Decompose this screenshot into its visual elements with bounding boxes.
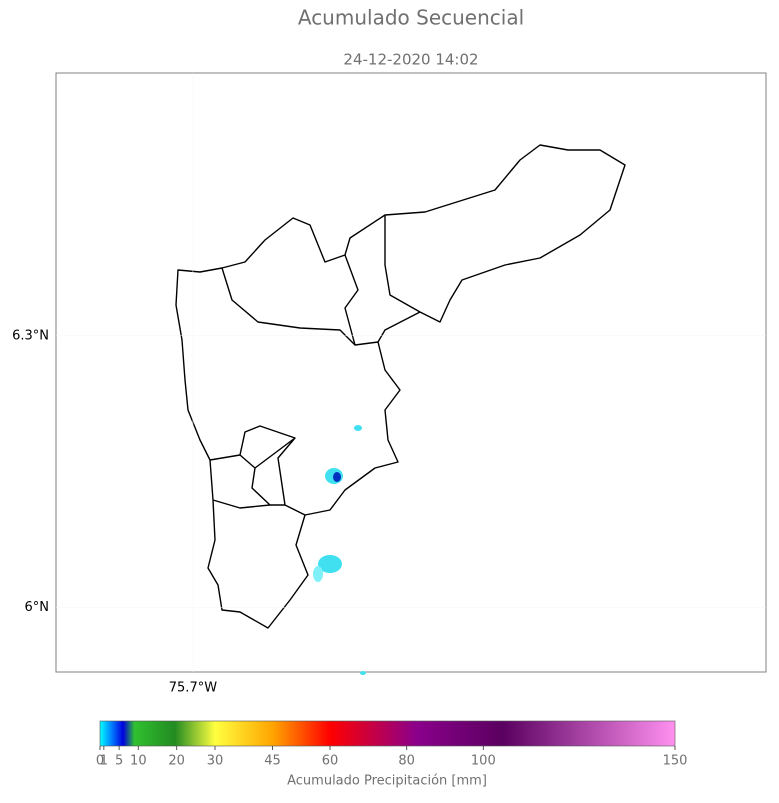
boundary [209, 425, 306, 516]
lon-tick-label: 75.7°W [169, 681, 217, 696]
colorbar-tick-label: 80 [398, 754, 415, 769]
lat-tick-label: 6.3°N [12, 328, 49, 343]
colorbar [99, 720, 676, 747]
rain-cell [333, 472, 341, 482]
boundary [377, 311, 421, 343]
subtitle: 24-12-2020 14:02 [343, 51, 478, 69]
rain-cell [318, 555, 342, 573]
colorbar-tick-label: 0 [96, 754, 104, 769]
colorbar-tick-label: 20 [168, 754, 185, 769]
boundary [344, 144, 626, 323]
lat-tick-label: 6°N [25, 600, 50, 615]
colorbar-tick-label: 100 [471, 754, 496, 769]
rain-cell [313, 566, 323, 582]
rain-cell [354, 425, 362, 431]
colorbar-tick-label: 45 [264, 754, 281, 769]
boundary [212, 437, 296, 509]
rain-cell [360, 671, 366, 675]
colorbar-tick-label: 10 [130, 754, 147, 769]
title: Acumulado Secuencial [298, 6, 524, 30]
colorbar-tick-label: 30 [207, 754, 224, 769]
colorbar-tick-label: 1 [100, 754, 108, 769]
map-area [175, 144, 626, 675]
boundary [221, 217, 359, 346]
colorbar-tick-label: 5 [115, 754, 123, 769]
colorbar-tick-label: 150 [663, 754, 688, 769]
map-frame [55, 72, 767, 673]
colorbar-label: Acumulado Precipitación [mm] [287, 774, 487, 789]
colorbar-tick-label: 60 [322, 754, 339, 769]
